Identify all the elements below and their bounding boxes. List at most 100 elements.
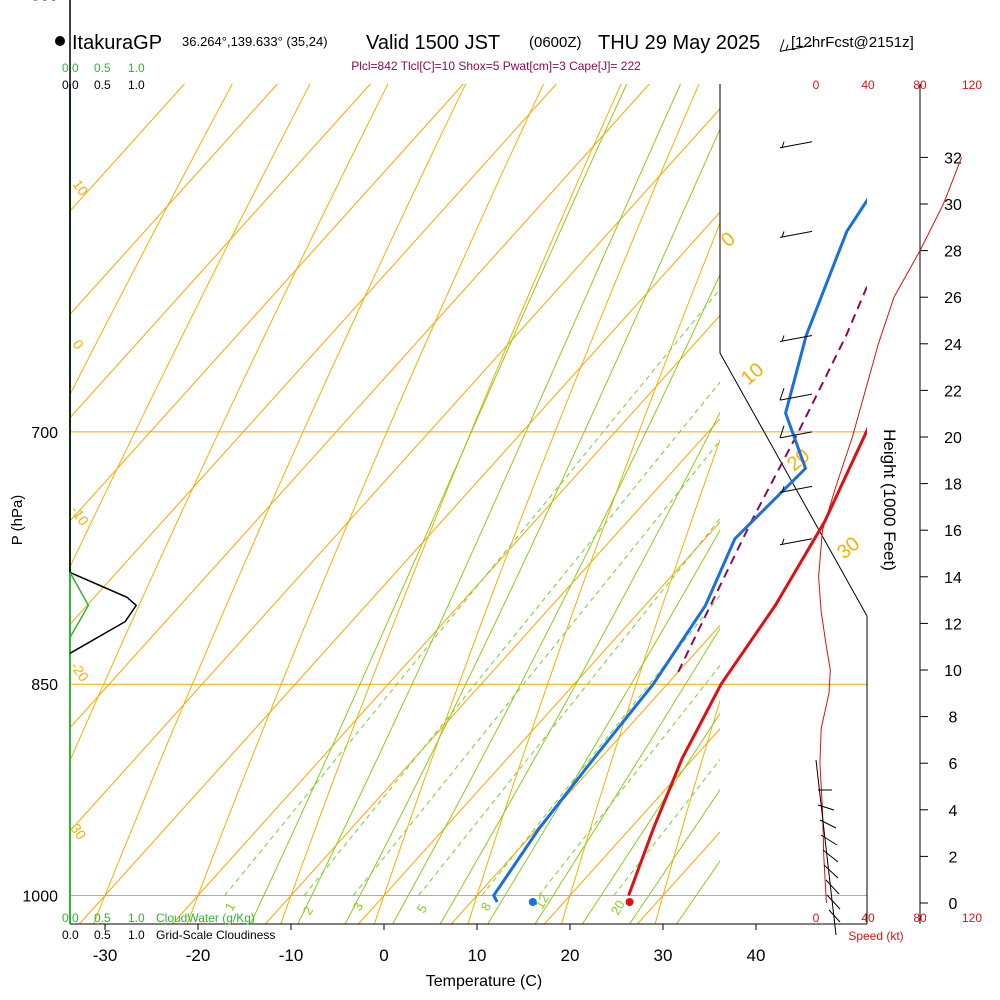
speed-tick-top-40: 40 — [861, 78, 875, 92]
temperature-axis: -30 -20 -10 0 10 20 30 40 — [93, 924, 765, 965]
isotherm — [70, 84, 558, 626]
surface-dewpoint-marker — [528, 898, 537, 906]
wind-barb — [779, 425, 813, 439]
wind-barb — [779, 485, 813, 493]
pressure-tick-850: 850 — [31, 677, 58, 694]
dry-adiabat-label: -10 — [68, 503, 93, 529]
mixing-ratio-line — [538, 664, 720, 896]
moist-adiabat-label: 10 — [737, 359, 768, 390]
mixing-ratio-label: 8 — [478, 900, 495, 914]
moist-adiabat — [249, 84, 628, 924]
cloud-water-scale-1: 0.5 — [94, 61, 111, 75]
cloudiness-scale-bottom-0: 0.0 — [62, 928, 79, 942]
dry-adiabat — [70, 84, 311, 569]
dry-adiabat — [834, 0, 1000, 959]
isotherm — [357, 521, 720, 924]
height-tick-2: 2 — [949, 849, 958, 866]
surface-temperature-marker — [625, 898, 634, 906]
mixing-ratio-line — [481, 594, 720, 896]
dry-adiabat — [560, 438, 720, 924]
cloud-water-scale-bottom-1: 0.5 — [94, 911, 111, 925]
pressure-tick-1000: 1000 — [22, 889, 58, 906]
low-level-barbs — [815, 759, 841, 936]
height-tick-12: 12 — [944, 616, 962, 633]
cloudiness-scale-1: 0.5 — [94, 78, 111, 92]
height-tick-4: 4 — [949, 803, 958, 820]
moist-adiabat — [581, 712, 720, 924]
pressure-tick-700: 700 — [31, 425, 58, 442]
temp-tick--30: -30 — [93, 946, 118, 965]
isotherm — [70, 84, 372, 419]
moist-adiabat-lines — [249, 84, 720, 924]
isotherm — [78, 211, 720, 924]
height-tick-10: 10 — [944, 663, 962, 680]
temp-tick-20: 20 — [561, 946, 580, 965]
cloudiness-scale-2: 1.0 — [128, 78, 145, 92]
moist-adiabat — [297, 84, 682, 924]
isotherm — [70, 84, 651, 729]
dry-adiabat — [929, 0, 1000, 959]
cloud-water-scale-bottom-0: 0.0 — [62, 911, 79, 925]
dry-adiabat-label: 10 — [70, 177, 92, 199]
moist-adiabat — [534, 627, 720, 924]
mixing-ratio-label: 5 — [414, 902, 431, 916]
wind-barb — [779, 538, 813, 546]
valid-time: Valid 1500 JST — [366, 32, 500, 54]
height-tick-18: 18 — [944, 477, 962, 494]
y-axis-label: P (hPa) — [9, 495, 26, 546]
valid-zulu: (0600Z) — [529, 34, 582, 51]
cloud-panel: 0.0 0.5 1.0 0.0 0.5 1.0 0.0 0.5 1.0 Clou… — [62, 0, 275, 942]
speed-axis-label: Speed (kt) — [848, 929, 903, 943]
dry-adiabat-lines — [70, 0, 1000, 959]
moist-adiabat — [344, 127, 720, 924]
dewpoint-line — [491, 197, 867, 903]
temp-tick--10: -10 — [279, 946, 304, 965]
isotherm — [70, 84, 186, 212]
temperature-line — [627, 426, 867, 897]
cloud-water-label: CloudWater (g/Kg) — [156, 911, 255, 925]
wind-barb — [779, 39, 813, 52]
height-tick-26: 26 — [944, 290, 962, 307]
stability-indices: Plcl=842 Tlcl[C]=10 Shox=5 Pwat[cm]=3 Ca… — [351, 59, 641, 73]
height-tick-22: 22 — [944, 383, 962, 400]
station-coords: 36.264°,139.633° (35,24) — [182, 34, 328, 49]
temp-tick-0: 0 — [379, 946, 388, 965]
wind-barb — [779, 387, 813, 401]
cloudiness-scale-bottom-1: 0.5 — [94, 928, 111, 942]
wind-barb — [779, 141, 813, 149]
speed-tick-bottom-40: 40 — [861, 911, 875, 925]
dry-adiabat-label: 0 — [70, 337, 88, 353]
isotherm — [171, 314, 720, 924]
forecast-info: [12hrFcst@2151z] — [791, 34, 914, 51]
moist-adiabat — [439, 411, 720, 924]
height-tick-24: 24 — [944, 337, 962, 354]
height-axis-label: Height (1000 Feet) — [880, 429, 899, 571]
height-tick-6: 6 — [949, 756, 958, 773]
speed-tick-bottom-80: 80 — [913, 911, 927, 925]
station-dot-icon — [55, 36, 65, 46]
speed-tick-bottom-120: 120 — [962, 911, 982, 925]
height-tick-20: 20 — [944, 430, 962, 447]
wind-barb — [779, 230, 813, 238]
plot-frame — [69, 84, 921, 925]
moist-adiabat-label: 30 — [833, 533, 864, 564]
height-tick-0: 0 — [949, 896, 958, 913]
mixing-ratio-line — [353, 439, 720, 896]
dry-adiabat — [467, 221, 720, 924]
height-tick-28: 28 — [944, 244, 962, 261]
isobar-lines — [70, 431, 867, 896]
mixing-ratio-line — [418, 517, 720, 896]
speed-tick-top-0: 0 — [813, 78, 820, 92]
x-axis-label: Temperature (C) — [426, 973, 542, 990]
dry-adiabat — [70, 84, 389, 762]
height-tick-32: 32 — [944, 150, 962, 167]
isotherm — [264, 418, 720, 924]
cloudiness-scale-bottom-2: 1.0 — [128, 928, 145, 942]
temp-tick-30: 30 — [654, 946, 673, 965]
isotherm — [450, 624, 720, 924]
mixing-ratio-label: 12 — [532, 891, 552, 911]
chart-header: ItakuraGP 36.264°,139.633° (35,24) Valid… — [55, 32, 914, 73]
